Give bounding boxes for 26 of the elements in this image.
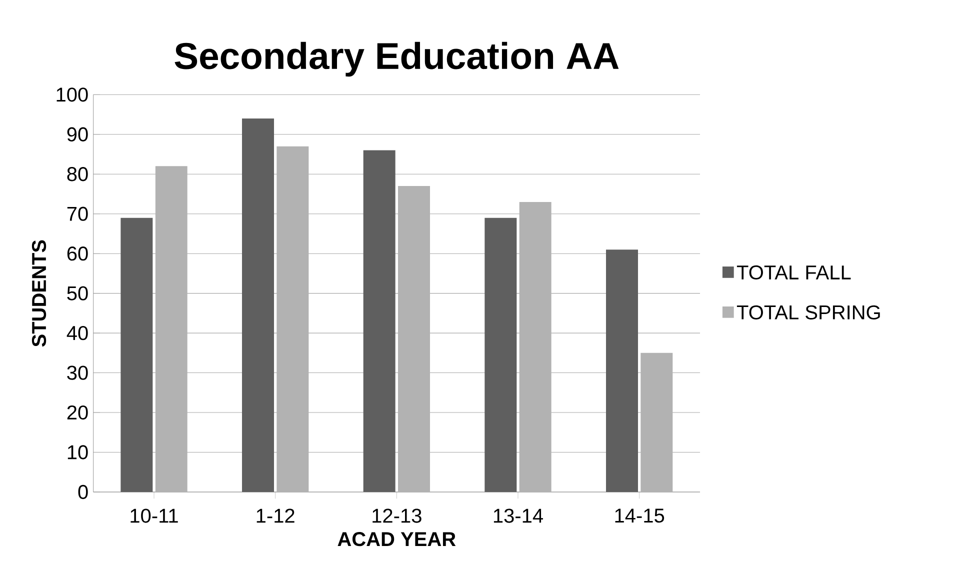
x-axis-title: ACAD YEAR [338,532,456,546]
x-tick-label: 14-15 [615,508,664,523]
y-tick-label: 60 [67,246,88,261]
y-tick-label: 80 [67,167,88,182]
y-tick-label: 100 [56,88,88,102]
y-tick-label: 40 [66,326,88,340]
bar [120,218,153,492]
x-tick-label: 13-14 [494,508,543,524]
y-tick-label: 90 [67,127,88,142]
y-axis-title: STUDENTS [32,240,46,347]
bar [606,250,638,492]
x-tick-label: 1-12 [256,508,294,523]
y-tick-label: 20 [67,406,88,420]
y-tick-label: 0 [78,485,88,500]
y-tick-label: 30 [67,366,88,380]
bar [363,150,396,492]
bar [242,118,274,492]
legend-label: TOTAL FALL [736,266,851,280]
x-tick-label: 12-13 [372,508,422,524]
chart-title: Secondary Education AA [174,42,619,77]
x-tick-label: 10-11 [130,508,178,524]
y-tick-label: 50 [67,286,88,301]
y-tick-label: 70 [67,206,88,222]
y-tick-label: 10 [68,445,88,460]
legend-label: TOTAL SPRING [736,305,880,320]
bar [484,218,517,492]
